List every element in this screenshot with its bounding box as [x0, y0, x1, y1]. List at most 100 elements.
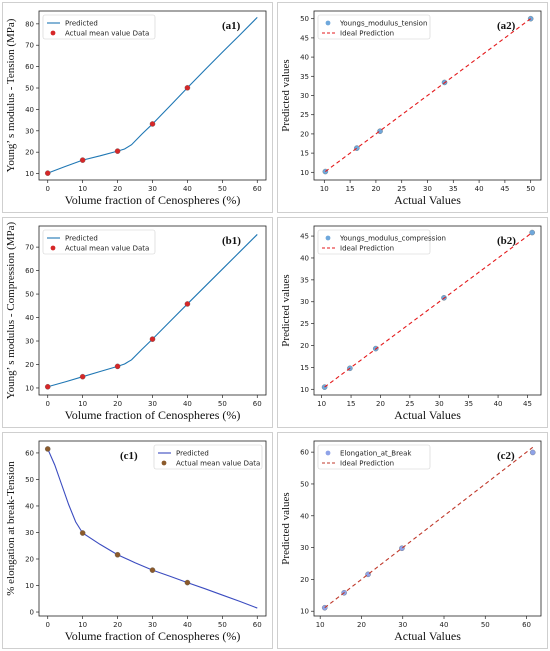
predicted-line: [47, 448, 258, 609]
panel-b1: 0 10 20 30 40 50 60 10 20 30 40 50 60 70 Volume fracti…: [2, 217, 273, 428]
y-tick-label: 20: [300, 130, 309, 138]
x-tick-label: 10: [317, 400, 326, 408]
legend-label: Actual mean value Data: [65, 245, 149, 253]
legend-marker: [325, 20, 331, 26]
y-tick-label: 40: [300, 254, 309, 262]
y-tick-label: 35: [300, 73, 309, 81]
x-tick-label: 40: [475, 185, 484, 193]
y-tick-label: 30: [300, 92, 309, 100]
x-tick-label: 25: [405, 400, 414, 408]
y-axis-label: % elongation at break-Tension: [5, 461, 17, 596]
y-tick-label: 50: [300, 15, 309, 23]
x-tick-label: 45: [523, 400, 532, 408]
x-tick-label: 15: [346, 185, 355, 193]
legend-marker: [50, 30, 56, 36]
legend: Youngs_modulus_tension Ideal Prediction: [317, 14, 431, 40]
x-tick-label: 15: [347, 400, 356, 408]
data-point: [79, 157, 86, 163]
data-point: [529, 229, 535, 236]
x-tick-label: 40: [183, 185, 192, 193]
legend-label: Youngs_modulus_compression: [339, 235, 446, 243]
panel-label: (c2): [497, 450, 515, 462]
panel-label: (b1): [222, 235, 241, 247]
chart-b1: 0 10 20 30 40 50 60 10 20 30 40 50 60 70 Volume fracti…: [5, 221, 267, 422]
chart-c2: 10 20 30 40 50 60 10 20 30 40 50 60 Actual Values Pre…: [280, 440, 542, 643]
data-point: [44, 170, 51, 176]
x-axis-label: Volume fraction of Cenospheres (%): [65, 629, 241, 643]
y-tick-label: 15: [300, 364, 309, 372]
data-point: [79, 530, 86, 536]
data-point: [184, 301, 191, 307]
y-tick-label: 30: [25, 338, 34, 346]
x-tick-label: 50: [218, 185, 227, 193]
chart-b2: 10 15 20 25 30 35 40 45 10 15 20 25 30 35 40 45 Actual V…: [280, 225, 542, 422]
y-tick-label: 35: [300, 276, 309, 284]
x-tick-label: 25: [397, 185, 406, 193]
ideal-prediction-line: [324, 232, 533, 388]
x-tick-label: 40: [183, 621, 192, 629]
legend-label: Elongation_at_Break: [340, 450, 412, 458]
y-tick-label: 50: [25, 85, 34, 93]
y-tick-label: 40: [25, 502, 34, 510]
data-point: [377, 128, 383, 134]
legend-box: [317, 14, 431, 40]
y-axis-label: Young’ s modulus - Tension (MPa): [5, 18, 17, 172]
y-tick-label: 20: [300, 576, 309, 584]
legend: Predicted Actual mean value Data: [42, 14, 156, 40]
data-point: [149, 121, 156, 127]
y-tick-label: 80: [25, 20, 34, 28]
data-point: [44, 446, 51, 452]
y-axis-label: Predicted values: [280, 274, 292, 346]
x-tick-label: 50: [481, 621, 490, 629]
legend-label: Predicted: [65, 235, 98, 243]
ideal-prediction-line: [325, 18, 532, 172]
x-tick-label: 50: [218, 621, 227, 629]
y-tick-label: 60: [25, 449, 34, 457]
x-tick-label: 60: [253, 400, 262, 408]
data-point: [79, 373, 86, 380]
legend: Predicted Actual mean value Data: [153, 444, 263, 470]
y-tick-label: 50: [25, 291, 34, 299]
x-tick-label: 20: [113, 185, 122, 193]
x-tick-label: 60: [253, 185, 262, 193]
y-tick-label: 40: [25, 314, 34, 322]
x-tick-label: 35: [449, 185, 458, 193]
data-point: [114, 148, 121, 154]
x-tick-label: 60: [522, 621, 531, 629]
legend-label: Youngs_modulus_tension: [339, 20, 427, 28]
panel-label: (b2): [497, 235, 516, 247]
y-tick-label: 10: [25, 170, 34, 178]
x-axis-label: Actual Values: [394, 629, 461, 643]
x-tick-label: 10: [78, 621, 87, 629]
y-tick-label: 10: [300, 169, 309, 177]
legend-label: Ideal Prediction: [340, 30, 394, 38]
axes-frame: [313, 440, 542, 617]
legend-label: Ideal Prediction: [340, 245, 394, 253]
y-tick-label: 20: [25, 555, 34, 563]
panel-a1: 0 10 20 30 40 50 60 10 20 30 40 50 60 70 80 Volume frac…: [2, 2, 273, 213]
x-tick-label: 0: [45, 621, 49, 629]
x-axis-label: Volume fraction of Cenospheres (%): [65, 408, 241, 422]
legend: Youngs_modulus_compression Ideal Predicti…: [317, 229, 446, 255]
y-axis-label: Predicted values: [280, 59, 292, 131]
ideal-prediction-line: [324, 446, 534, 609]
y-tick-label: 50: [25, 476, 34, 484]
panel-label: (a2): [497, 20, 516, 32]
x-tick-label: 20: [113, 400, 122, 408]
y-tick-label: 70: [25, 244, 34, 252]
y-tick-label: 10: [25, 384, 34, 392]
x-tick-label: 20: [376, 400, 385, 408]
x-tick-label: 40: [440, 621, 449, 629]
y-tick-label: 30: [300, 298, 309, 306]
legend-box: [317, 229, 431, 255]
y-tick-label: 30: [25, 127, 34, 135]
x-axis-label: Actual Values: [394, 193, 461, 207]
x-tick-label: 30: [398, 621, 407, 629]
x-tick-label: 30: [148, 621, 157, 629]
predicted-line: [47, 234, 258, 388]
data-point: [114, 552, 121, 558]
chart-a1: 0 10 20 30 40 50 60 10 20 30 40 50 60 70 80 Volume frac…: [5, 10, 267, 207]
y-tick-label: 45: [300, 34, 309, 42]
y-tick-label: 60: [25, 63, 34, 71]
